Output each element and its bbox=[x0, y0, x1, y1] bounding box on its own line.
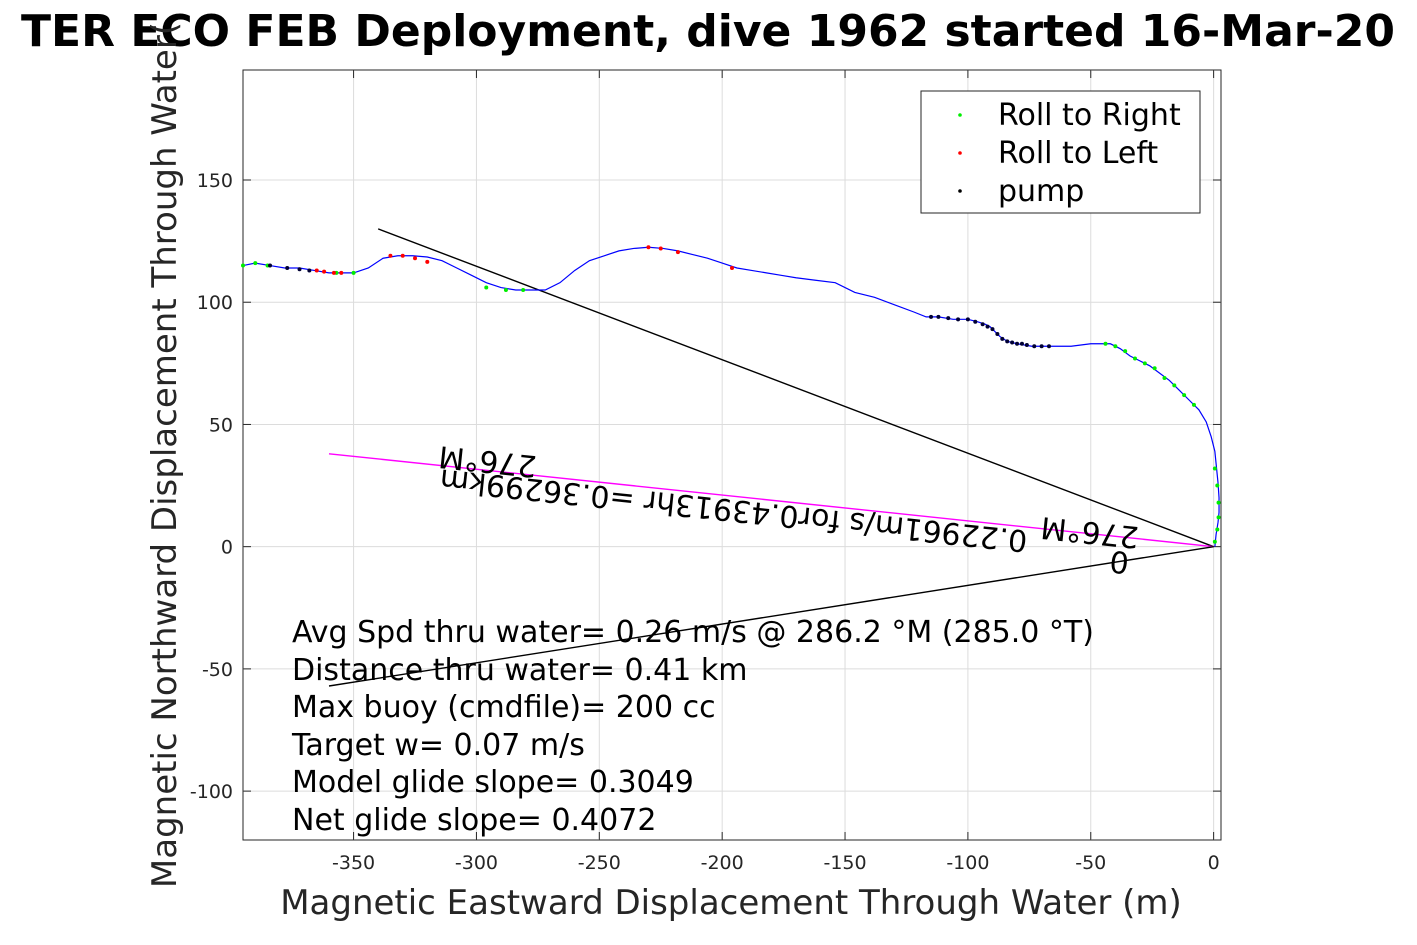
y-tick-label: 150 bbox=[197, 170, 233, 192]
pump-marker bbox=[1005, 339, 1010, 344]
pump-marker bbox=[936, 314, 941, 319]
pump-marker bbox=[956, 317, 961, 322]
annotation-distance: Distance thru water= 0.41 km bbox=[292, 653, 747, 688]
roll-right-marker bbox=[484, 285, 489, 290]
roll-left-marker bbox=[646, 245, 651, 250]
y-tick-label: -100 bbox=[190, 781, 233, 803]
roll-right-marker bbox=[1162, 376, 1167, 380]
pump-marker bbox=[1046, 344, 1051, 349]
track-line bbox=[242, 246, 1220, 547]
x-tick-label: -100 bbox=[946, 852, 989, 874]
pump-marker bbox=[1039, 344, 1044, 349]
roll-right-marker bbox=[1123, 349, 1128, 354]
legend-marker-roll-right bbox=[958, 113, 962, 117]
pump-marker bbox=[929, 314, 934, 319]
x-tick-label: -150 bbox=[823, 852, 866, 874]
pump-marker bbox=[307, 268, 312, 273]
x-tick-label: -250 bbox=[578, 852, 621, 874]
track-layer bbox=[242, 246, 1220, 547]
pump-marker bbox=[1015, 341, 1020, 346]
roll-left-marker bbox=[658, 246, 663, 251]
rotated-heading-label: 0 bbox=[1108, 543, 1131, 580]
pump-marker bbox=[995, 332, 1000, 336]
legend-label-roll-right: Roll to Right bbox=[998, 98, 1181, 133]
roll-left-marker bbox=[413, 256, 418, 261]
y-tick-label: 0 bbox=[221, 537, 233, 559]
legend-marker-pump bbox=[958, 189, 962, 193]
reference-line bbox=[328, 453, 1214, 548]
roll-right-marker bbox=[1212, 539, 1217, 544]
roll-left-marker bbox=[425, 259, 430, 264]
pump-marker bbox=[990, 327, 995, 332]
pump-marker bbox=[1000, 336, 1005, 341]
pump-marker bbox=[285, 266, 290, 270]
x-tick-label: -300 bbox=[455, 852, 498, 874]
pump-marker bbox=[1032, 344, 1037, 349]
roll-right-marker bbox=[351, 270, 356, 275]
roll-right-marker bbox=[241, 263, 245, 268]
annotation-max-buoy: Max buoy (cmdfile)= 200 cc bbox=[292, 690, 716, 725]
roll-right-marker bbox=[1142, 361, 1147, 366]
roll-right-marker bbox=[1103, 341, 1108, 346]
roll-right-marker bbox=[1182, 393, 1187, 398]
x-tick-label: -350 bbox=[332, 852, 375, 874]
legend-label-pump: pump bbox=[998, 174, 1084, 209]
legend: Roll to Right Roll to Left pump bbox=[920, 90, 1201, 214]
roll-right-marker bbox=[1216, 500, 1221, 505]
x-tick-label: -200 bbox=[701, 852, 744, 874]
legend-box bbox=[920, 90, 1201, 214]
y-tick-label: -50 bbox=[202, 659, 233, 681]
roll-right-marker bbox=[503, 288, 508, 292]
axis-ticks: -350 -300 -250 -200 -150 -100 -50 0 -100 -50 0 50 10… bbox=[190, 70, 1221, 874]
roll-left-marker bbox=[400, 253, 405, 258]
y-tick-label: 100 bbox=[197, 292, 233, 314]
roll-left-marker bbox=[314, 268, 319, 273]
pump-marker bbox=[980, 322, 985, 327]
roll-left-marker bbox=[388, 253, 393, 258]
pump-marker bbox=[297, 267, 302, 272]
annotation-avg-speed: Avg Spd thru water= 0.26 m/s @ 286.2 °M … bbox=[292, 615, 1094, 650]
roll-left-marker bbox=[675, 250, 680, 255]
roll-right-marker bbox=[1132, 356, 1137, 361]
pump-marker bbox=[973, 319, 978, 324]
legend-label-roll-left: Roll to Left bbox=[998, 136, 1158, 171]
reference-line bbox=[377, 228, 1214, 548]
roll-right-marker bbox=[1113, 344, 1118, 349]
roll-right-marker bbox=[1191, 402, 1196, 407]
annotation-model-glide-slope: Model glide slope= 0.3049 bbox=[292, 765, 694, 800]
reference-line bbox=[328, 545, 1214, 687]
roll-left-marker bbox=[339, 270, 344, 275]
x-axis-label: Magnetic Eastward Displacement Through W… bbox=[280, 883, 1182, 923]
y-axis-label: Magnetic Northward Displacement Through … bbox=[145, 22, 185, 888]
roll-left-marker bbox=[331, 270, 336, 275]
pump-marker bbox=[1010, 340, 1015, 345]
annotation-target-w: Target w= 0.07 m/s bbox=[291, 728, 585, 763]
x-tick-label: -50 bbox=[1075, 852, 1106, 874]
roll-left-marker bbox=[730, 266, 734, 270]
legend-marker-roll-left bbox=[958, 151, 962, 155]
roll-right-marker bbox=[1212, 466, 1217, 471]
roll-right-marker bbox=[253, 261, 258, 266]
y-tick-label: 50 bbox=[209, 414, 233, 436]
pump-marker bbox=[1024, 343, 1029, 347]
annotation-net-glide-slope: Net glide slope= 0.4072 bbox=[292, 803, 656, 838]
pump-marker bbox=[985, 324, 990, 329]
roll-right-marker bbox=[1215, 527, 1220, 532]
pump-marker bbox=[268, 263, 273, 268]
stats-annotation-block: Avg Spd thru water= 0.26 m/s @ 286.2 °M … bbox=[291, 615, 1094, 838]
roll-right-marker bbox=[521, 288, 526, 292]
roll-right-marker bbox=[1216, 515, 1221, 520]
roll-right-marker bbox=[1172, 383, 1177, 388]
roll-right-marker bbox=[1215, 483, 1220, 488]
chart-title: TER ECO FEB Deployment, dive 1962 starte… bbox=[21, 6, 1395, 57]
pump-marker bbox=[1019, 341, 1024, 346]
marker-layer bbox=[241, 245, 1221, 544]
x-tick-label: 0 bbox=[1208, 852, 1220, 874]
roll-right-marker bbox=[1152, 366, 1157, 371]
pump-marker bbox=[946, 316, 951, 321]
reference-lines bbox=[328, 228, 1214, 687]
pump-marker bbox=[965, 317, 970, 322]
roll-left-marker bbox=[322, 269, 327, 274]
